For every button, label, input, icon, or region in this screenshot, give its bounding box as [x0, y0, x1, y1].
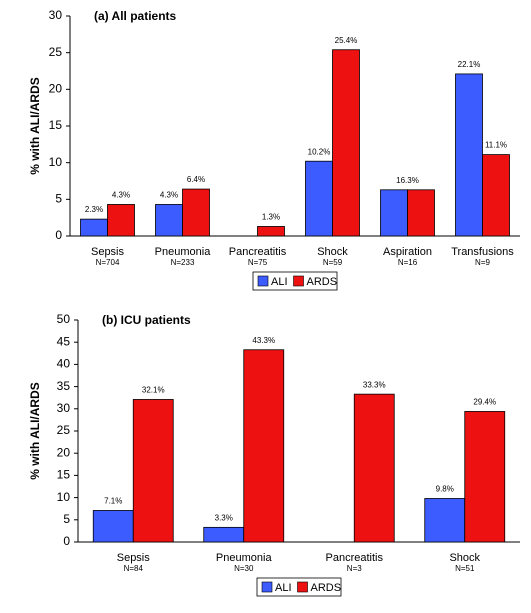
value-label: 2.3%	[85, 205, 103, 214]
value-label: 1.3%	[262, 213, 280, 222]
bar	[243, 349, 285, 543]
value-label: 29.4%	[473, 398, 496, 407]
y-tick-label: 5	[63, 512, 70, 526]
value-label: 4.3%	[112, 191, 130, 200]
y-tick-label: 0	[55, 228, 62, 242]
x-tick-count: N=233	[171, 258, 195, 267]
legend-label: ARDS	[311, 582, 342, 594]
y-tick-label: 10	[57, 490, 71, 504]
bar	[380, 189, 408, 237]
legend-label: ALI	[271, 276, 288, 288]
x-tick-count: N=75	[248, 258, 268, 267]
x-tick-count: N=59	[323, 258, 343, 267]
bar	[107, 204, 135, 237]
y-tick-label: 25	[57, 423, 71, 437]
y-axis-title: % with ALI/ARDS	[28, 77, 42, 175]
bar	[482, 154, 510, 237]
y-tick-label: 35	[57, 379, 71, 393]
value-label: 16.3%	[396, 176, 419, 185]
x-tick-label: Pancreatitis	[326, 552, 384, 564]
x-tick-label: Shock	[449, 552, 480, 564]
legend-swatch	[257, 275, 269, 287]
value-label: 22.1%	[458, 60, 481, 69]
legend-label: ARDS	[307, 276, 338, 288]
legend-swatch	[297, 581, 308, 593]
bar	[332, 49, 360, 237]
value-label: 7.1%	[104, 497, 122, 506]
x-tick-count: N=704	[96, 258, 120, 267]
y-tick-label: 45	[57, 334, 71, 348]
y-tick-label: 40	[57, 357, 71, 371]
bar	[155, 204, 183, 237]
bar	[203, 526, 245, 543]
bar	[92, 510, 134, 543]
x-tick-label: Pneumonia	[216, 552, 273, 564]
x-tick-count: N=51	[455, 564, 475, 573]
bar	[257, 226, 285, 237]
bar	[305, 160, 333, 237]
y-tick-label: 30	[57, 401, 71, 415]
y-tick-label: 50	[57, 312, 71, 326]
x-tick-label: Sepsis	[117, 552, 151, 564]
value-label: 33.3%	[363, 380, 386, 389]
y-tick-label: 15	[57, 468, 71, 482]
y-tick-label: 25	[49, 45, 63, 59]
x-tick-count: N=9	[475, 258, 490, 267]
bar	[353, 393, 395, 543]
x-tick-count: N=30	[234, 564, 254, 573]
bar	[464, 411, 506, 543]
bar	[80, 218, 108, 237]
value-label: 11.1%	[485, 141, 507, 150]
x-tick-count: N=3	[347, 564, 362, 573]
x-tick-label: Pancreatitis	[229, 246, 287, 258]
y-tick-label: 15	[49, 118, 63, 132]
y-tick-label: 20	[49, 82, 63, 96]
value-label: 43.3%	[252, 336, 275, 345]
legend-swatch	[261, 581, 273, 593]
legend-label: ALI	[275, 582, 292, 594]
x-tick-count: N=84	[124, 564, 144, 573]
chart-title: (b) ICU patients	[102, 313, 191, 327]
x-tick-label: Sepsis	[91, 246, 125, 258]
x-tick-count: N=16	[398, 258, 418, 267]
value-label: 25.4%	[335, 36, 358, 45]
chart-title: (a) All patients	[94, 9, 177, 23]
y-tick-label: 20	[57, 445, 71, 459]
legend-swatch	[293, 275, 304, 287]
y-tick-label: 30	[49, 8, 63, 22]
bar	[407, 189, 435, 237]
y-tick-label: 5	[55, 192, 62, 206]
value-label: 9.8%	[436, 485, 454, 494]
x-tick-label: Pneumonia	[155, 246, 212, 258]
value-label: 4.3%	[160, 191, 178, 200]
x-tick-label: Aspiration	[383, 246, 432, 258]
bar	[455, 73, 483, 237]
y-tick-label: 0	[63, 534, 70, 548]
value-label: 3.3%	[215, 513, 233, 522]
y-axis-title: % with ALI/ARDS	[28, 382, 42, 480]
x-tick-label: Transfusions	[451, 246, 514, 258]
y-tick-label: 10	[49, 155, 63, 169]
bar	[132, 399, 174, 543]
value-label: 6.4%	[187, 175, 205, 184]
value-label: 10.2%	[308, 147, 331, 156]
x-tick-label: Shock	[317, 246, 348, 258]
value-label: 32.1%	[142, 386, 165, 395]
bar	[182, 188, 210, 237]
bar	[424, 498, 466, 543]
